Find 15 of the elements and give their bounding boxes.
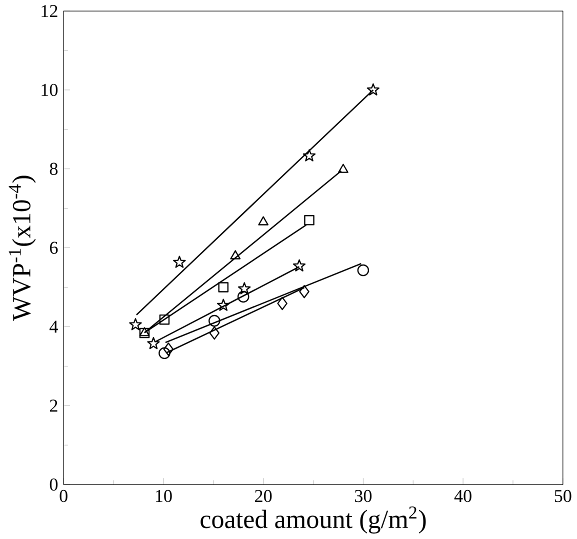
x-tick-label: 50 [554, 490, 572, 502]
y-tick-label: 2 [50, 400, 58, 412]
x-axis-title: coated amount (g/m$^{2}$) [200, 506, 426, 534]
x-tick-label: 20 [255, 490, 272, 502]
x-tick-label: 30 [355, 490, 372, 502]
x-tick-label: 10 [156, 490, 172, 502]
x-tick-label: 40 [454, 490, 472, 502]
y-tick-label: 4 [50, 320, 58, 333]
y-tick-label: 12 [42, 5, 58, 18]
x-tick-label: 0 [60, 490, 68, 502]
y-tick-label: 6 [50, 242, 58, 254]
y-tick-label: 0 [50, 478, 58, 491]
y-tick-label: 8 [50, 162, 58, 176]
y-tick-label: 10 [42, 84, 58, 96]
y-axis-title: WVP$^{-1}$(x10$^{-4}$) [8, 176, 36, 322]
